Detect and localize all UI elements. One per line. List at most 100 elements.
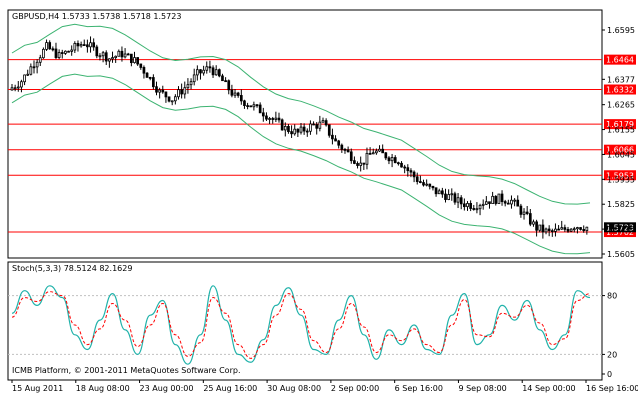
candle-body xyxy=(214,69,218,76)
candle-body xyxy=(16,86,20,89)
candle-body xyxy=(346,149,350,153)
candle-body xyxy=(195,69,199,76)
candle-body xyxy=(293,128,297,135)
symbol-ohlc-header: GBPUSD,H4 1.5733 1.5738 1.5718 1.5723 xyxy=(12,12,181,22)
candle-body xyxy=(117,50,121,57)
candle-body xyxy=(309,123,312,132)
time-axis-label: 2 Sep 00:00 xyxy=(331,384,379,393)
level-price-label: 1.6332 xyxy=(606,86,634,95)
candle-body xyxy=(271,118,275,120)
indicator-frame xyxy=(7,261,603,381)
candle-body xyxy=(466,203,469,208)
candle-body xyxy=(362,162,366,165)
candle-body xyxy=(519,205,523,215)
candle-body xyxy=(86,44,89,48)
candle-body xyxy=(576,227,579,230)
candle-body xyxy=(368,152,372,155)
time-axis-label: 18 Aug 08:00 xyxy=(76,384,130,393)
candle-body xyxy=(491,195,494,204)
candle-body xyxy=(133,57,136,64)
candle-body xyxy=(541,224,545,233)
candle-body xyxy=(98,55,102,58)
candle-body xyxy=(217,69,221,77)
time-axis-label: 23 Aug 00:00 xyxy=(140,384,194,393)
candle-body xyxy=(76,43,80,47)
candle-body xyxy=(384,152,388,159)
candle-body xyxy=(412,171,416,178)
copyright-label: ICMB Platform, © 2001-2011 MetaQuotes So… xyxy=(12,366,241,375)
candle-body xyxy=(397,162,400,165)
candle-body xyxy=(130,53,133,64)
candle-body xyxy=(180,89,183,95)
candle-body xyxy=(32,66,36,69)
price-axis-label: 1.5825 xyxy=(607,200,635,209)
candle-body xyxy=(38,57,42,63)
candle-body xyxy=(101,52,105,57)
candle-body xyxy=(221,75,224,82)
candle-body xyxy=(560,227,564,230)
candle-body xyxy=(283,125,287,131)
candle-body xyxy=(478,204,482,210)
stoch-main-line xyxy=(11,285,591,365)
candle-body xyxy=(327,124,331,136)
candle-body xyxy=(10,87,14,91)
candle-body xyxy=(340,144,344,150)
candle-body xyxy=(324,120,328,126)
candle-body xyxy=(415,176,419,182)
candle-body xyxy=(42,48,45,59)
symbol-label: GBPUSD,H4 xyxy=(12,12,60,21)
candle-body xyxy=(547,228,551,232)
stoch-axis-label: 0 xyxy=(607,370,612,379)
time-axis-label: 14 Sep 00:00 xyxy=(522,384,575,393)
candle-body xyxy=(67,50,70,53)
candle-body xyxy=(239,95,243,102)
candle-body xyxy=(532,221,535,225)
candle-body xyxy=(136,57,139,65)
candle-body xyxy=(35,61,39,68)
candle-body xyxy=(261,112,265,117)
candle-body xyxy=(114,55,118,58)
level-price-label: 1.6464 xyxy=(606,56,634,65)
candle-body xyxy=(82,44,86,46)
candle-body xyxy=(189,81,193,86)
time-axis-label: 16 Sep 16:00 xyxy=(586,384,638,393)
candle-body xyxy=(54,48,58,58)
candle-body xyxy=(208,66,212,69)
price-axis-label: 1.6045 xyxy=(607,150,635,159)
candle-body xyxy=(60,52,64,54)
upper-band-line xyxy=(11,23,591,205)
candle-body xyxy=(463,203,466,208)
candle-body xyxy=(431,185,435,189)
price-axis-label: 1.5605 xyxy=(607,250,635,259)
candle-body xyxy=(186,84,190,89)
candle-body xyxy=(356,163,359,166)
candle-body xyxy=(73,43,77,51)
candle-body xyxy=(456,197,460,203)
candle-body xyxy=(202,69,205,74)
candle-body xyxy=(205,66,209,71)
candle-body xyxy=(503,201,507,204)
candle-body xyxy=(488,201,491,204)
candle-body xyxy=(550,230,554,233)
candle-body xyxy=(64,50,67,54)
candle-body xyxy=(29,66,33,75)
candle-body xyxy=(246,105,249,107)
candle-body xyxy=(387,157,391,162)
candle-body xyxy=(365,152,369,165)
candle-body xyxy=(177,89,180,98)
candle-body xyxy=(569,228,573,232)
candle-body xyxy=(227,80,231,91)
candle-body xyxy=(230,89,234,96)
candle-body xyxy=(192,74,196,83)
candle-body xyxy=(277,117,281,121)
candle-body xyxy=(108,58,111,62)
candle-body xyxy=(170,100,174,103)
candle-body xyxy=(557,228,560,231)
candle-body xyxy=(506,202,510,205)
candle-body xyxy=(497,193,501,204)
candle-body xyxy=(409,170,413,173)
candle-body xyxy=(337,140,341,146)
stochastic-label-text: Stoch(5,3,3) 78.5124 82.1629 xyxy=(12,264,133,273)
candle-body xyxy=(57,52,61,58)
